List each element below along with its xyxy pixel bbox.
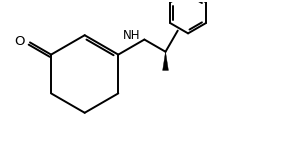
Text: O: O <box>14 35 25 48</box>
Text: NH: NH <box>123 29 141 42</box>
Polygon shape <box>163 52 168 70</box>
